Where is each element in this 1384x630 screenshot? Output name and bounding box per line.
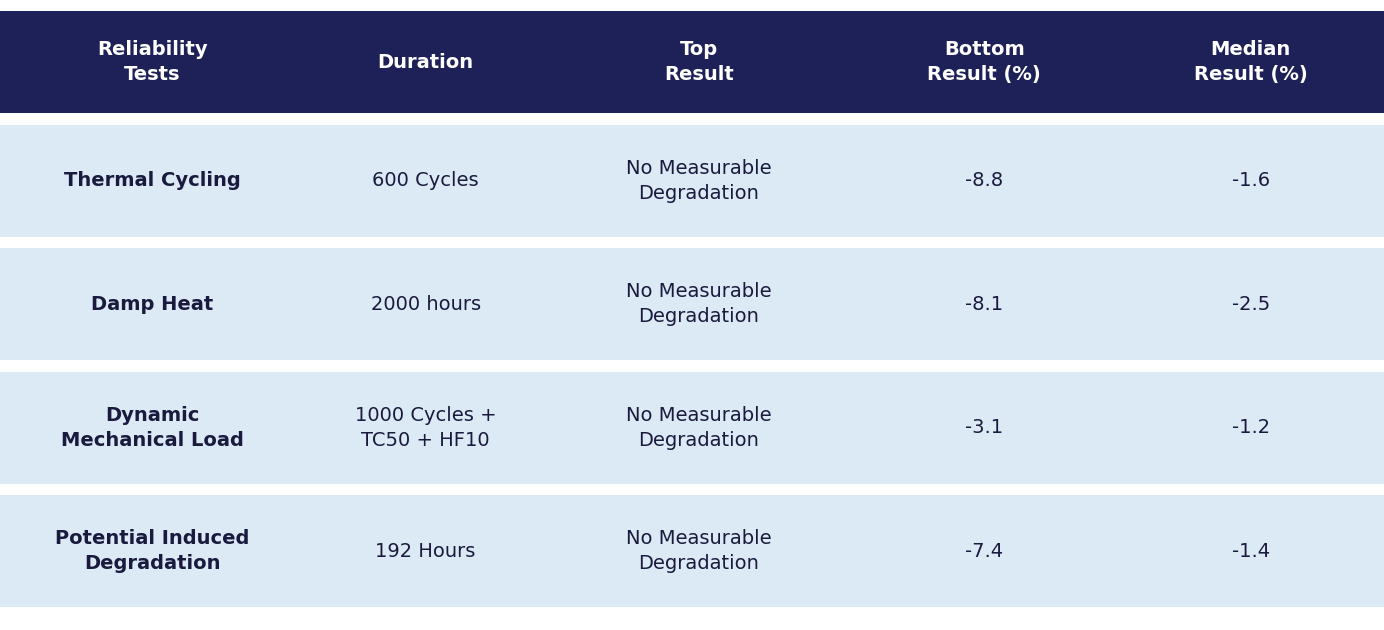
- Text: 600 Cycles: 600 Cycles: [372, 171, 479, 190]
- Bar: [0, 248, 1384, 360]
- Text: -2.5: -2.5: [1232, 295, 1271, 314]
- Text: -8.1: -8.1: [965, 295, 1003, 314]
- Text: No Measurable
Degradation: No Measurable Degradation: [626, 159, 772, 203]
- Bar: [0, 372, 1384, 484]
- Text: -8.8: -8.8: [965, 171, 1003, 190]
- Text: -1.4: -1.4: [1232, 542, 1271, 561]
- Text: Thermal Cycling: Thermal Cycling: [64, 171, 241, 190]
- Text: -3.1: -3.1: [965, 418, 1003, 437]
- Text: Duration: Duration: [378, 53, 473, 72]
- Text: Dynamic
Mechanical Load: Dynamic Mechanical Load: [61, 406, 244, 450]
- Text: -7.4: -7.4: [965, 542, 1003, 561]
- Text: Bottom
Result (%): Bottom Result (%): [927, 40, 1041, 84]
- Text: -1.6: -1.6: [1232, 171, 1271, 190]
- Text: -1.2: -1.2: [1232, 418, 1271, 437]
- Bar: [0, 125, 1384, 237]
- Text: No Measurable
Degradation: No Measurable Degradation: [626, 282, 772, 326]
- Text: Reliability
Tests: Reliability Tests: [97, 40, 208, 84]
- Text: Potential Induced
Degradation: Potential Induced Degradation: [55, 529, 249, 573]
- Text: 192 Hours: 192 Hours: [375, 542, 476, 561]
- Bar: [0, 11, 1384, 113]
- Bar: [0, 495, 1384, 607]
- Text: No Measurable
Degradation: No Measurable Degradation: [626, 529, 772, 573]
- Text: Top
Result: Top Result: [664, 40, 734, 84]
- Text: Median
Result (%): Median Result (%): [1194, 40, 1308, 84]
- Text: 2000 hours: 2000 hours: [371, 295, 480, 314]
- Text: No Measurable
Degradation: No Measurable Degradation: [626, 406, 772, 450]
- Text: 1000 Cycles +
TC50 + HF10: 1000 Cycles + TC50 + HF10: [354, 406, 497, 450]
- Text: Damp Heat: Damp Heat: [91, 295, 213, 314]
